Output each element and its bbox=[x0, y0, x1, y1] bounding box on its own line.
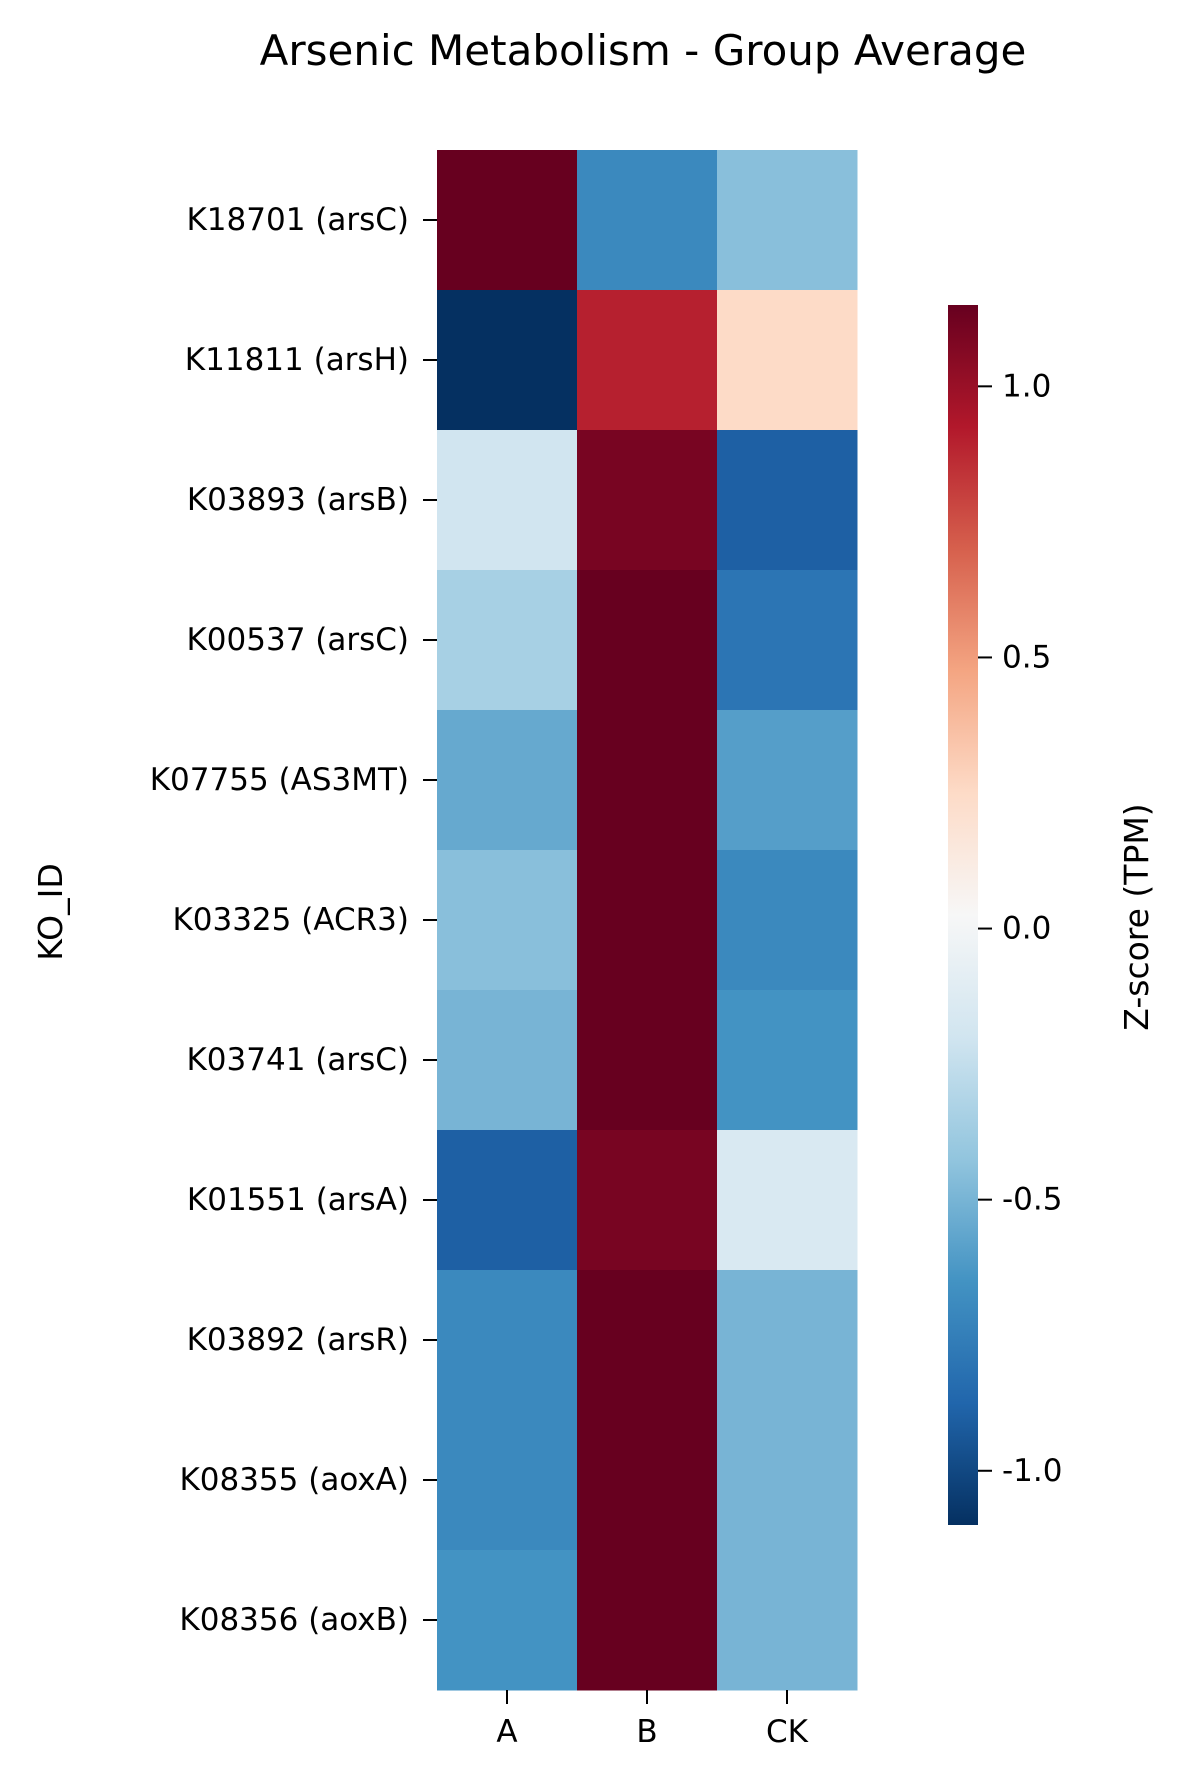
colorbar-gradient bbox=[948, 305, 978, 1525]
row-tick-label: K00537 (arsC) bbox=[186, 622, 409, 658]
colorbar-tick-label: -0.5 bbox=[1002, 1182, 1063, 1218]
heatmap-cells bbox=[437, 150, 858, 1691]
heatmap-cell bbox=[437, 570, 578, 711]
colorbar-tick-label: 0.0 bbox=[1002, 911, 1051, 947]
heatmap-cell bbox=[437, 710, 578, 851]
heatmap-cell bbox=[437, 1410, 578, 1551]
heatmap-cell bbox=[717, 990, 858, 1131]
column-tick-label: A bbox=[496, 1714, 517, 1750]
row-tick-label: K03325 (ACR3) bbox=[172, 902, 409, 938]
y-axis-label: KO_ID bbox=[31, 863, 70, 960]
heatmap-cell bbox=[717, 430, 858, 571]
heatmap-cell bbox=[577, 150, 718, 291]
heatmap-cell bbox=[437, 430, 578, 571]
heatmap-cell bbox=[717, 1550, 858, 1691]
row-tick-label: K01551 (arsA) bbox=[187, 1182, 409, 1218]
column-tick-labels: A B CK bbox=[496, 1690, 809, 1750]
heatmap-cell bbox=[437, 290, 578, 431]
heatmap-cell bbox=[577, 1270, 718, 1411]
heatmap-cell bbox=[717, 850, 858, 991]
row-tick-labels: K18701 (arsC) K11811 (arsH) K03893 (arsB) K… bbox=[150, 202, 437, 1638]
heatmap-cell bbox=[577, 710, 718, 851]
heatmap-cell bbox=[577, 990, 718, 1131]
colorbar-tick-label: 1.0 bbox=[1002, 368, 1051, 404]
heatmap-cell bbox=[577, 1550, 718, 1691]
heatmap-cell bbox=[717, 1270, 858, 1411]
heatmap-cell bbox=[437, 1550, 578, 1691]
row-tick-label: K07755 (AS3MT) bbox=[150, 762, 409, 798]
row-tick-label: K03893 (arsB) bbox=[187, 482, 409, 518]
heatmap-cell bbox=[717, 570, 858, 711]
row-tick-label: K08356 (aoxB) bbox=[179, 1602, 409, 1638]
heatmap-cell bbox=[577, 1410, 718, 1551]
heatmap-cell bbox=[437, 850, 578, 991]
row-tick-label: K08355 (aoxA) bbox=[179, 1462, 409, 1498]
row-tick-label: K03892 (arsR) bbox=[187, 1322, 409, 1358]
heatmap-cell bbox=[577, 850, 718, 991]
heatmap-cell bbox=[577, 570, 718, 711]
heatmap-cell bbox=[577, 430, 718, 571]
heatmap-cell bbox=[437, 990, 578, 1131]
colorbar-tick-label: 0.5 bbox=[1002, 639, 1051, 675]
colorbar-tick-label: -1.0 bbox=[1002, 1453, 1063, 1489]
heatmap-cell bbox=[717, 710, 858, 851]
heatmap-cell bbox=[437, 150, 578, 291]
chart-title: Arsenic Metabolism - Group Average bbox=[260, 26, 1027, 75]
colorbar-label: Z-score (TPM) bbox=[1117, 803, 1156, 1030]
colorbar-ticks: 1.0 0.5 0.0 -0.5 -1.0 bbox=[978, 368, 1063, 1489]
heatmap-cell bbox=[577, 290, 718, 431]
row-tick-label: K11811 (arsH) bbox=[185, 342, 409, 378]
column-tick-label: B bbox=[636, 1714, 657, 1750]
row-tick-label: K03741 (arsC) bbox=[186, 1042, 409, 1078]
heatmap-cell bbox=[717, 1130, 858, 1271]
heatmap-cell bbox=[717, 290, 858, 431]
column-tick-label: CK bbox=[766, 1714, 809, 1750]
heatmap-cell bbox=[717, 1410, 858, 1551]
row-tick-label: K18701 (arsC) bbox=[186, 202, 409, 238]
heatmap-cell bbox=[437, 1270, 578, 1411]
colorbar: 1.0 0.5 0.0 -0.5 -1.0 bbox=[948, 305, 1063, 1525]
heatmap-cell bbox=[437, 1130, 578, 1271]
heatmap-cell bbox=[577, 1130, 718, 1271]
heatmap-cell bbox=[717, 150, 858, 291]
